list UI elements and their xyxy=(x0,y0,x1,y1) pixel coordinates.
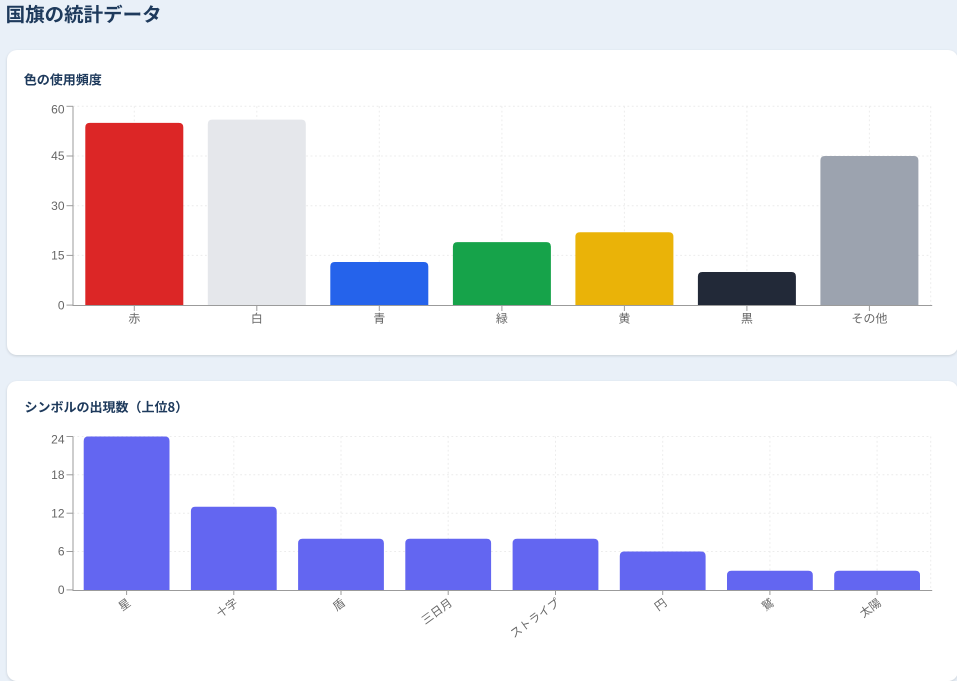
svg-text:60: 60 xyxy=(51,102,65,116)
svg-text:24: 24 xyxy=(51,433,65,447)
svg-text:0: 0 xyxy=(58,583,65,597)
svg-text:15: 15 xyxy=(51,249,65,263)
svg-text:45: 45 xyxy=(51,149,65,163)
svg-text:18: 18 xyxy=(51,468,65,482)
svg-text:12: 12 xyxy=(51,506,65,520)
svg-text:30: 30 xyxy=(51,199,65,213)
svg-text:0: 0 xyxy=(58,298,65,312)
svg-text:6: 6 xyxy=(58,545,65,559)
